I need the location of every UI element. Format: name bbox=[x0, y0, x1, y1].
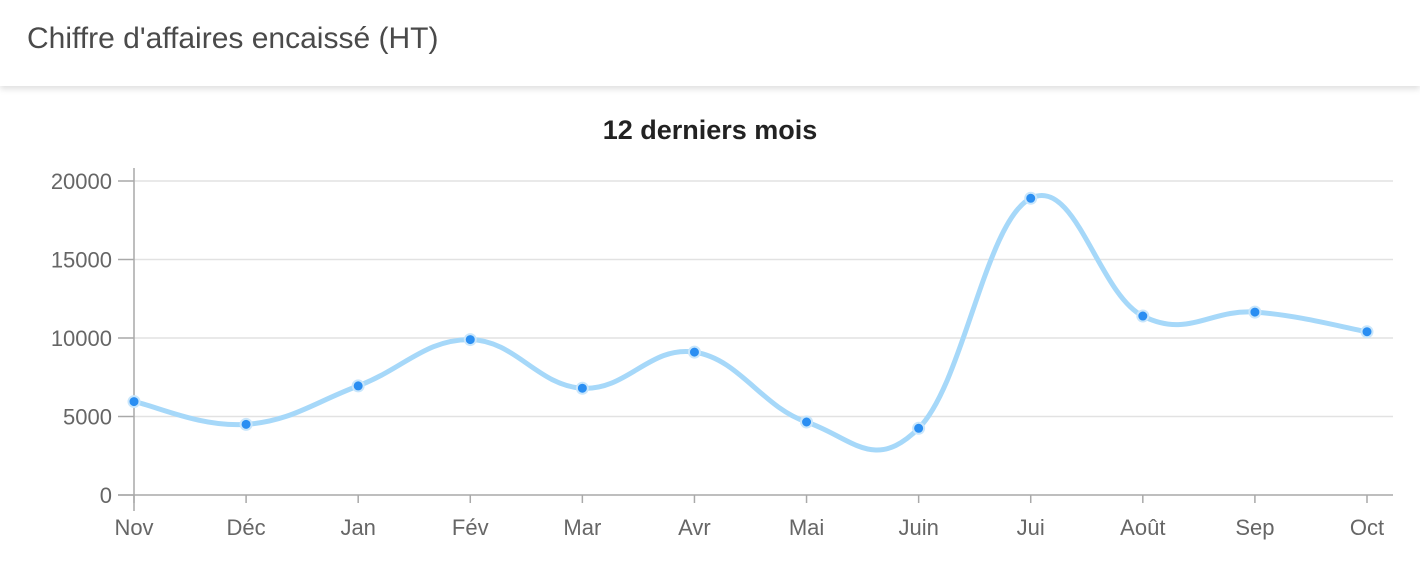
chart-title: 12 derniers mois bbox=[603, 115, 818, 145]
data-point-juin[interactable] bbox=[912, 421, 926, 435]
x-tick-label: Avr bbox=[678, 515, 711, 540]
x-tick-label: Mai bbox=[789, 515, 824, 540]
y-tick-label: 20000 bbox=[51, 169, 112, 194]
y-tick-label: 0 bbox=[100, 483, 112, 508]
data-point-oct[interactable] bbox=[1360, 325, 1374, 339]
grid-lines bbox=[134, 180, 1393, 418]
data-point-nov[interactable] bbox=[127, 395, 141, 409]
x-tick-label: Jui bbox=[1017, 515, 1045, 540]
y-tick-label: 15000 bbox=[51, 248, 112, 273]
data-points bbox=[127, 191, 1374, 435]
data-point-mai[interactable] bbox=[800, 415, 814, 429]
data-point-avr[interactable] bbox=[687, 345, 701, 359]
x-axis-ticks: Nov Déc Jan Fév Mar Avr Mai Juin Jui Août Sep Oct bbox=[114, 515, 1384, 540]
axes bbox=[118, 168, 1393, 511]
x-tick-label: Fév bbox=[452, 515, 489, 540]
data-point-mar[interactable] bbox=[575, 381, 589, 395]
x-tick-label: Jan bbox=[340, 515, 375, 540]
data-point-jan[interactable] bbox=[351, 379, 365, 393]
x-tick-label: Déc bbox=[227, 515, 266, 540]
x-tick-label: Juin bbox=[898, 515, 938, 540]
x-tick-label: Mar bbox=[563, 515, 601, 540]
chart-area: 12 derniers mois 0 5000 10000 15000 20000 No… bbox=[0, 86, 1420, 570]
y-tick-label: 10000 bbox=[51, 326, 112, 351]
data-point-déc[interactable] bbox=[239, 417, 253, 431]
x-tick-label: Nov bbox=[114, 515, 153, 540]
x-tick-label: Oct bbox=[1350, 515, 1384, 540]
data-point-août[interactable] bbox=[1136, 309, 1150, 323]
y-tick-label: 5000 bbox=[63, 405, 112, 430]
series-line bbox=[131, 193, 1370, 453]
card-header: Chiffre d'affaires encaissé (HT) bbox=[0, 0, 1420, 86]
data-point-sep[interactable] bbox=[1248, 305, 1262, 319]
card-title: Chiffre d'affaires encaissé (HT) bbox=[27, 22, 439, 55]
data-point-fév[interactable] bbox=[463, 333, 477, 347]
line-chart: 12 derniers mois 0 5000 10000 15000 20000 No… bbox=[51, 115, 1393, 540]
data-point-jui[interactable] bbox=[1024, 191, 1038, 205]
x-tick-label: Sep bbox=[1235, 515, 1274, 540]
y-axis-ticks: 0 5000 10000 15000 20000 bbox=[51, 169, 112, 508]
series-line-layer bbox=[131, 193, 1370, 453]
x-tick-label: Août bbox=[1120, 515, 1165, 540]
